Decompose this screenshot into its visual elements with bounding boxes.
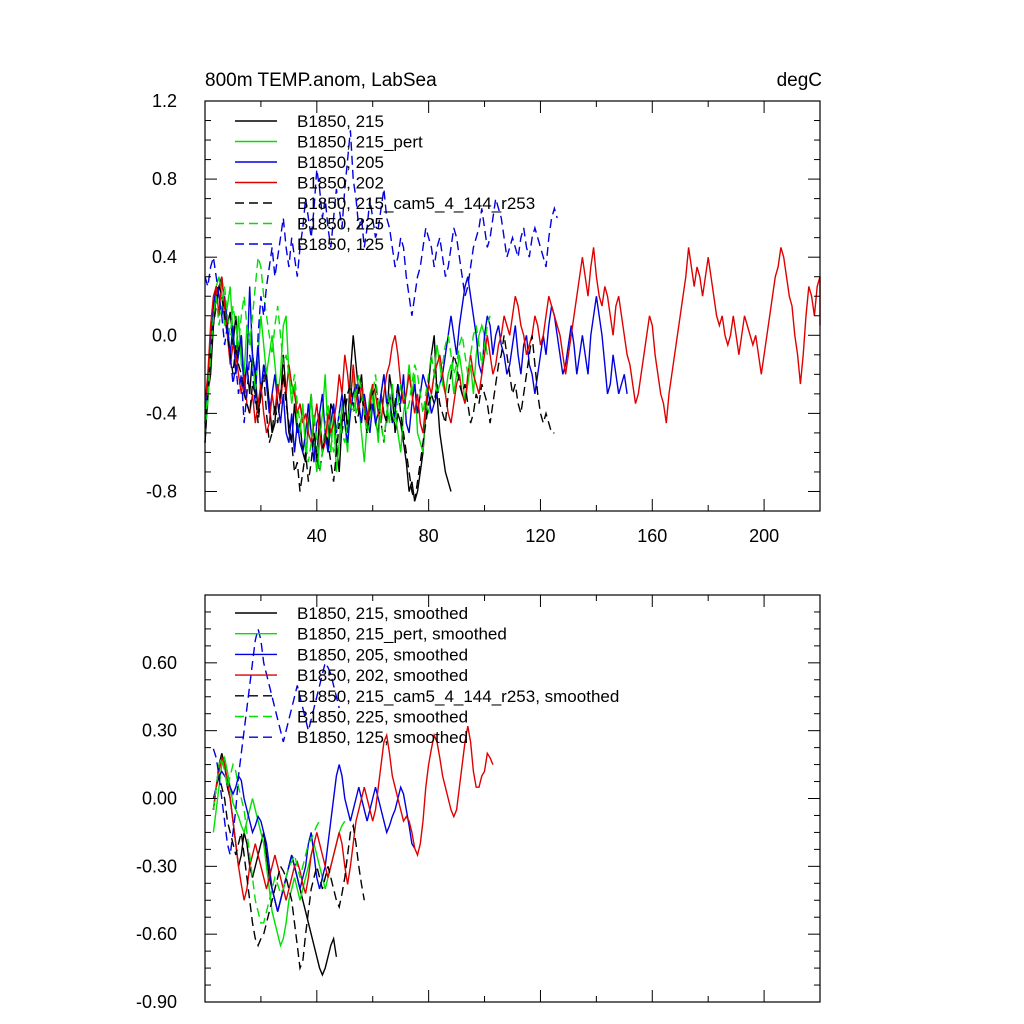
chart-units: degC [777, 70, 822, 91]
legend-label: B1850, 202 [297, 174, 384, 193]
axis-ticks: 40 80 120 160 200 1.2 0.8 0.4 0.0 -0.4 -0.8 [146, 91, 820, 546]
x-tick-label: 80 [419, 526, 439, 546]
series-line-b1850-202-smoothed [212, 725, 494, 901]
chart-title: 800m TEMP.anom, LabSea [205, 70, 437, 91]
y-tick-label: -0.90 [136, 992, 177, 1012]
legend-label: B1850, 225, smoothed [297, 708, 468, 727]
bottom-panel: 0.60 0.30 0.00 -0.30 -0.60 -0.90 B1850, 215, … [136, 594, 821, 1012]
y-tick-label: 0.00 [142, 789, 177, 809]
legend-label: B1850, 215_pert, smoothed [297, 625, 507, 644]
series-line-b1850-215-smoothed [212, 753, 338, 977]
x-tick-label: 200 [749, 526, 779, 546]
x-tick-label: 40 [307, 526, 327, 546]
y-tick-label: 1.2 [152, 91, 177, 111]
legend-label: B1850, 215_cam5_4_144_r253, smoothed [297, 687, 619, 706]
legend-label: B1850, 215 [297, 112, 384, 131]
axis-ticks: 0.60 0.30 0.00 -0.30 -0.60 -0.90 [136, 594, 820, 1012]
legend-label: B1850, 125, smoothed [297, 728, 468, 747]
legend: B1850, 215, smoothed B1850, 215_pert, smo… [235, 604, 619, 747]
series-line-b1850-202 [204, 247, 821, 453]
y-tick-label: -0.8 [146, 481, 177, 501]
y-tick-label: 0.30 [142, 721, 177, 741]
y-tick-label: -0.60 [136, 924, 177, 944]
x-tick-label: 120 [525, 526, 555, 546]
series-line-b1850-125-smoothed [212, 628, 340, 856]
series-line-b1850-225-smoothed [212, 755, 321, 924]
series-group [204, 130, 821, 502]
series-line-b1850-215-cam5-4-144-r253-smoothed [212, 775, 365, 971]
series-line-b1850-215-pert-smoothed [212, 755, 346, 948]
series-group [212, 628, 494, 977]
y-tick-label: -0.30 [136, 856, 177, 876]
y-tick-label: 0.0 [152, 325, 177, 345]
y-tick-label: -0.4 [146, 403, 177, 423]
series-line-b1850-125 [204, 130, 558, 424]
legend-label: B1850, 125 [297, 235, 384, 254]
legend-label: B1850, 215_cam5_4_144_r253 [297, 194, 535, 213]
series-line-b1850-225 [204, 257, 491, 473]
series-line-b1850-205-smoothed [212, 764, 416, 912]
series-line-b1850-215-cam5-4-144-r253 [204, 286, 555, 502]
legend-label: B1850, 215_pert [297, 133, 423, 152]
legend-label: B1850, 205, smoothed [297, 645, 468, 664]
legend-label: B1850, 225 [297, 215, 384, 234]
legend-label: B1850, 215, smoothed [297, 604, 468, 623]
top-panel: 800m TEMP.anom, LabSea degC 40 80 120 160 20… [146, 70, 822, 546]
x-tick-label: 160 [637, 526, 667, 546]
y-tick-label: 0.60 [142, 653, 177, 673]
y-tick-label: 0.8 [152, 169, 177, 189]
legend-label: B1850, 202, smoothed [297, 666, 468, 685]
y-tick-label: 0.4 [152, 247, 177, 267]
legend-label: B1850, 205 [297, 153, 384, 172]
plot-frame [204, 100, 821, 512]
